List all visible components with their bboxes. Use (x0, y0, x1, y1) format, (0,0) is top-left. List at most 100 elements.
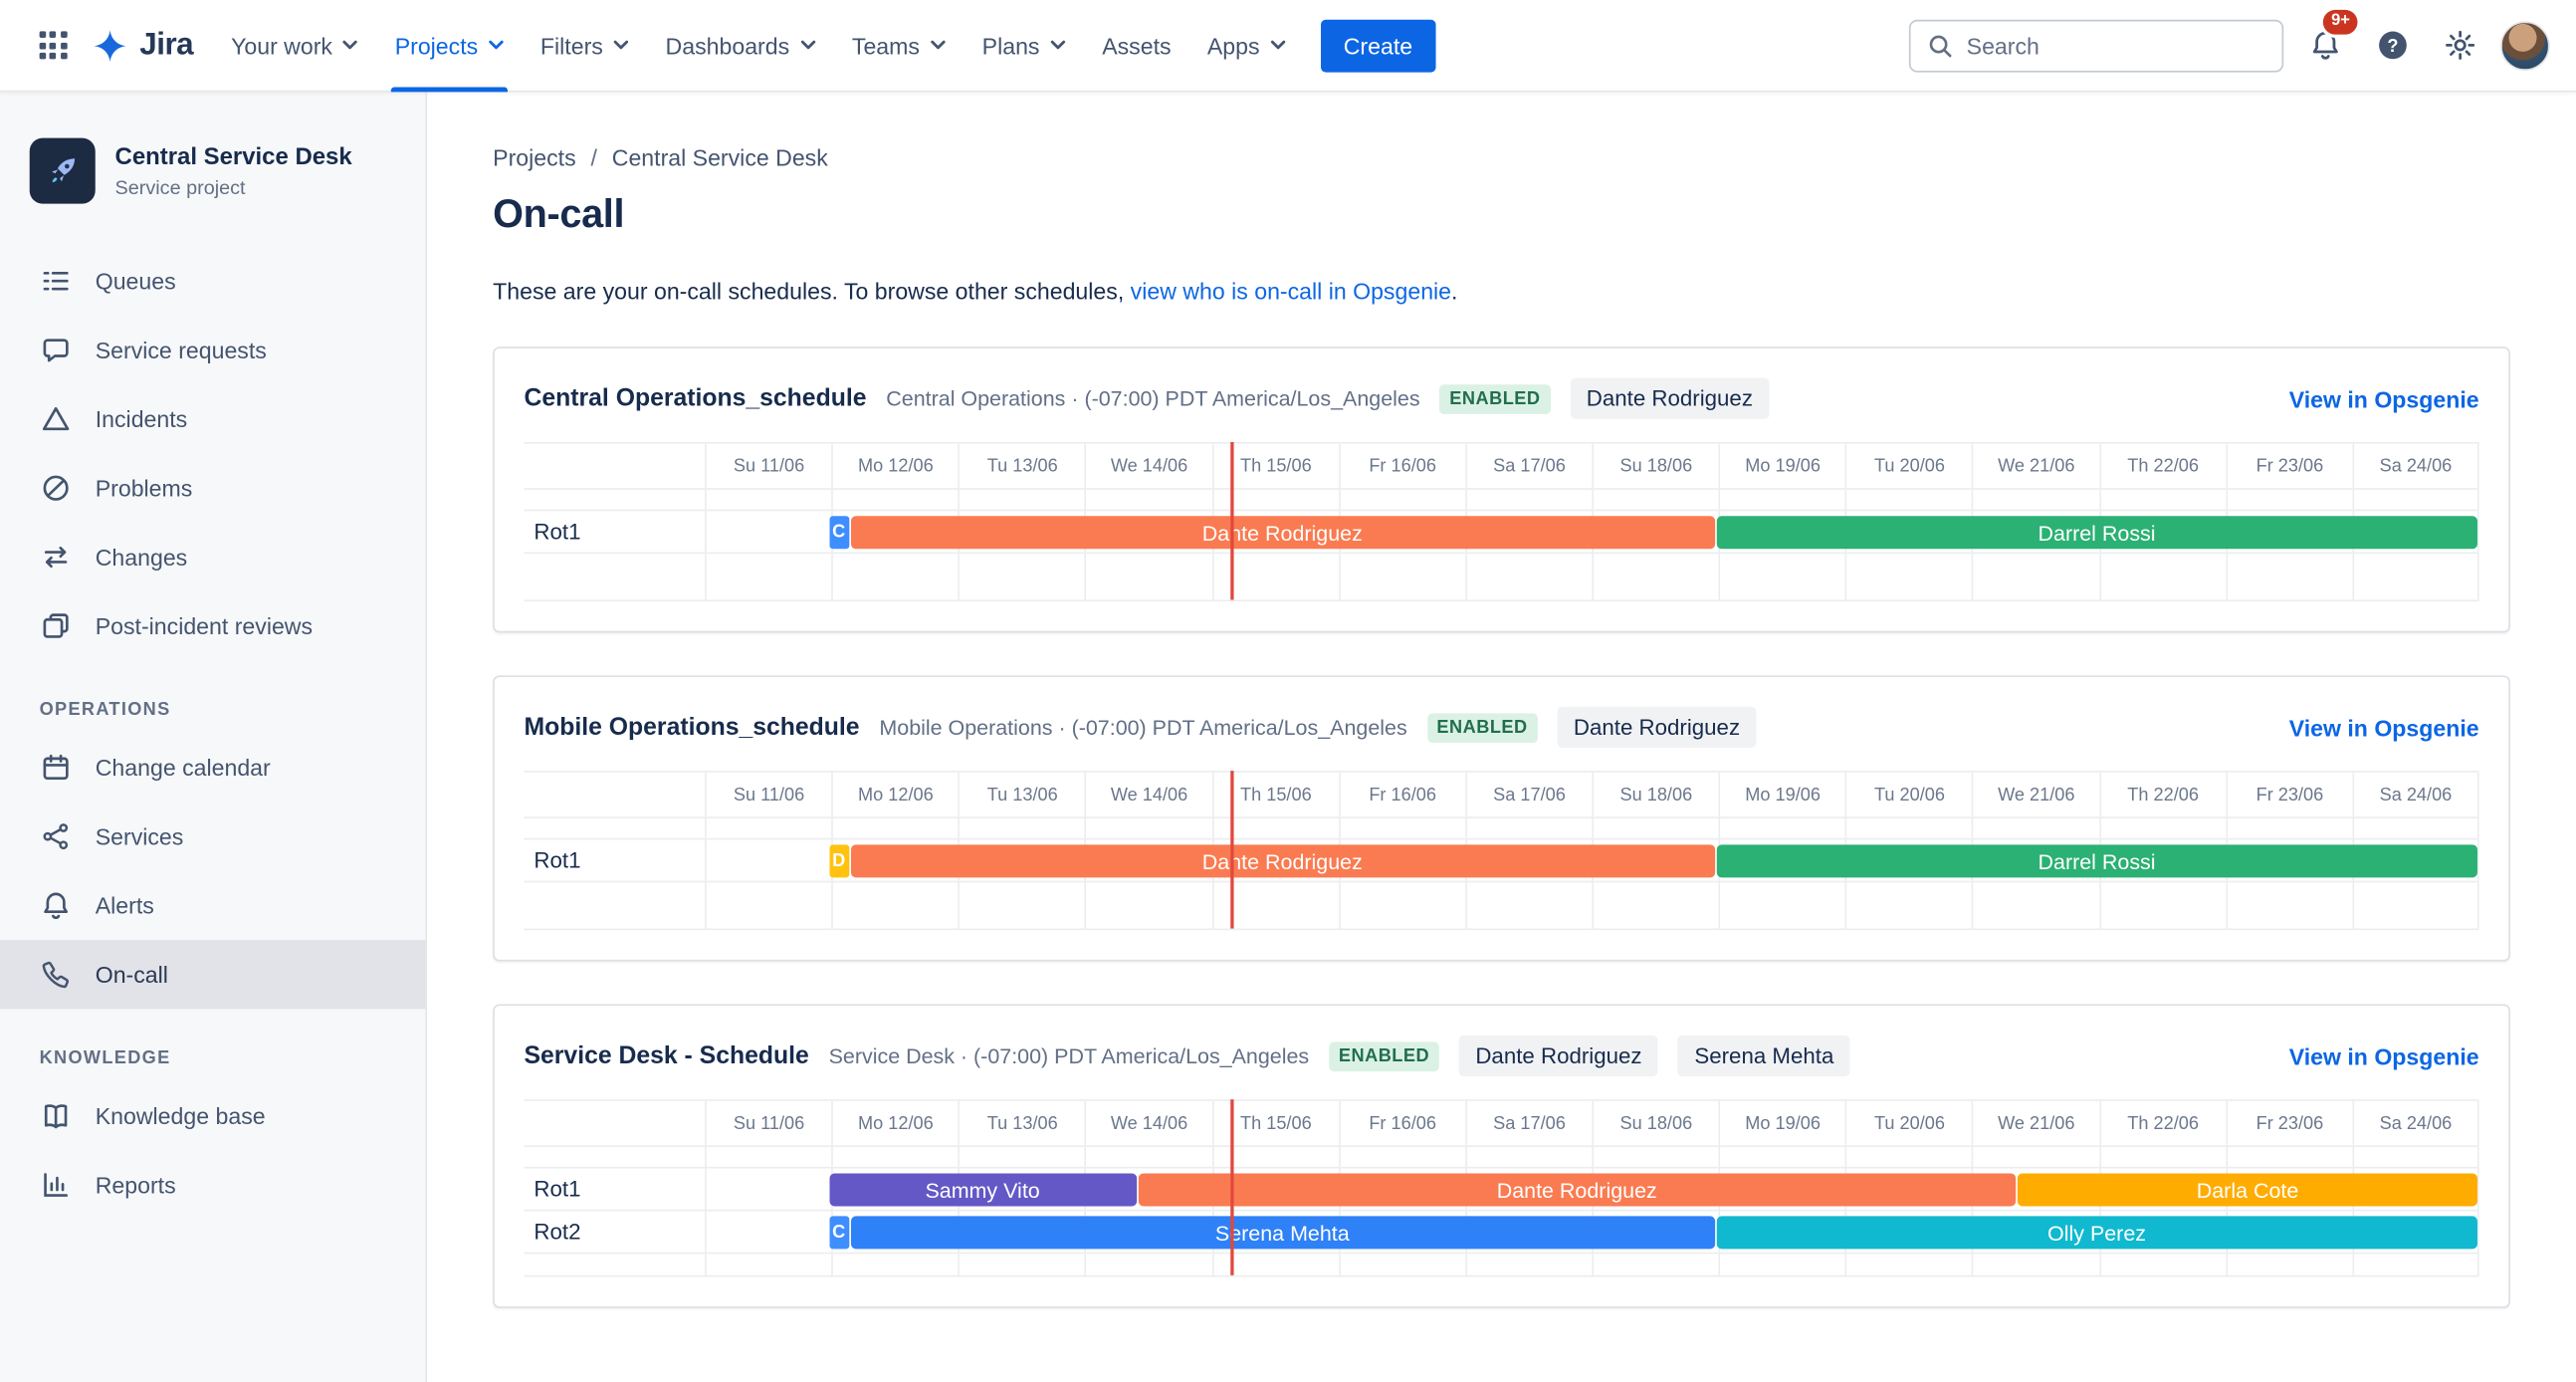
shift-bar-serena-mehta[interactable]: Serena Mehta (850, 1216, 1715, 1250)
timeline-grid-cell (705, 1147, 831, 1167)
timeline-grid-cell (1085, 1254, 1211, 1275)
schedule-subtitle: Mobile Operations · (-07:00) PDT America… (879, 714, 1407, 740)
timeline-grid-cell (2098, 1147, 2226, 1167)
sidebar-item-services[interactable]: Services (0, 802, 425, 870)
shift-bar-c[interactable]: C (828, 1216, 849, 1250)
nav-item-your-work[interactable]: Your work (213, 0, 377, 92)
timeline-date-cell: Sa 24/06 (2352, 443, 2479, 489)
jira-logo-icon (92, 27, 127, 63)
timeline-label-spacer (525, 882, 706, 928)
search-input[interactable] (1966, 32, 2266, 59)
view-in-opsgenie-link[interactable]: View in Opsgenie (2288, 385, 2479, 412)
timeline-grid-cell (1464, 817, 1592, 838)
timeline-grid-cell (2225, 554, 2352, 600)
shift-bar-c[interactable]: C (828, 516, 849, 550)
grid-icon (38, 31, 67, 60)
help-button[interactable]: ? (2366, 19, 2419, 72)
shift-bar-dante-rodriguez[interactable]: Dante Rodriguez (850, 516, 1715, 550)
timeline-grid-cell (1338, 1254, 1465, 1275)
search-box[interactable] (1908, 18, 2284, 72)
nav-item-teams[interactable]: Teams (834, 0, 965, 92)
timeline-grid-cell (2225, 489, 2352, 510)
user-avatar[interactable] (2500, 20, 2550, 71)
timeline-grid-cell (1718, 1254, 1845, 1275)
schedules: Central Operations_schedule Central Opera… (493, 346, 2510, 1308)
timeline-date-cell: Fr 16/06 (1338, 443, 1465, 489)
timeline-grid-cell (1464, 1254, 1592, 1275)
sidebar-item-knowledge-base[interactable]: Knowledge base (0, 1081, 425, 1150)
primary-nav: Your work Projects Filters Dashboards Teams P… (213, 0, 1304, 92)
jira-logo[interactable]: Jira (79, 27, 213, 63)
nav-item-plans[interactable]: Plans (965, 0, 1085, 92)
nav-item-filters[interactable]: Filters (523, 0, 648, 92)
shift-bar-olly-perez[interactable]: Olly Perez (1716, 1216, 2477, 1250)
sidebar-item-label: Change calendar (95, 754, 271, 781)
nav-item-label: Dashboards (665, 32, 790, 59)
shift-bar-dante-rodriguez[interactable]: Dante Rodriguez (850, 844, 1715, 878)
timeline-grid-cell (705, 554, 831, 600)
problems-icon (40, 472, 73, 505)
timeline-row (524, 552, 2479, 600)
shift-bar-d[interactable]: D (828, 844, 849, 878)
intro-text-suffix: . (1451, 277, 1458, 305)
app-switcher-icon[interactable] (26, 19, 79, 72)
timeline-date-cell: Fr 23/06 (2225, 443, 2352, 489)
on-call-member-chip-serena-mehta: Serena Mehta (1677, 1035, 1850, 1077)
breadcrumb-link-projects[interactable]: Projects (493, 144, 576, 171)
sidebar-item-changes[interactable]: Changes (0, 523, 425, 591)
timeline-date-cell: Th 15/06 (1211, 772, 1338, 817)
shift-bar-darrel-rossi[interactable]: Darrel Rossi (1716, 844, 2477, 878)
timeline-date-cell: Tu 20/06 (1844, 1100, 1972, 1146)
timeline-date-cell: Su 18/06 (1592, 772, 1718, 817)
sidebar-item-on-call[interactable]: On-call (0, 940, 426, 1010)
sidebar-item-queues[interactable]: Queues (0, 247, 425, 316)
shift-bar-darla-cote[interactable]: Darla Cote (2018, 1173, 2477, 1207)
timeline-label-spacer (525, 1101, 706, 1146)
settings-button[interactable] (2433, 19, 2485, 72)
timeline-row: Rot2 C Serena Mehta Olly Perez (524, 1209, 2479, 1253)
breadcrumb-link-central-service-desk[interactable]: Central Service Desk (611, 144, 828, 171)
sidebar-item-label: Changes (95, 544, 188, 571)
timeline-date-cell: Tu 13/06 (958, 1100, 1085, 1146)
timeline-grid-cell (2352, 1147, 2479, 1167)
timeline-grid-cell (958, 882, 1085, 929)
sidebar-item-change-calendar[interactable]: Change calendar (0, 733, 425, 802)
timeline-grid-cell (705, 489, 831, 510)
timeline-date-cell: Tu 20/06 (1844, 772, 1972, 817)
create-button[interactable]: Create (1320, 18, 1436, 72)
timeline-date-cell: Th 15/06 (1211, 1100, 1338, 1146)
timeline-row: Su 11/06 Mo 12/06 Tu 13/06 We 14/06 Th 15/06… (524, 441, 2479, 489)
schedule-title: Central Operations_schedule (524, 384, 867, 413)
timeline-row (524, 1252, 2479, 1275)
sidebar-item-reports[interactable]: Reports (0, 1150, 425, 1219)
sidebar-item-alerts[interactable]: Alerts (0, 871, 425, 940)
nav-item-dashboards[interactable]: Dashboards (647, 0, 833, 92)
search-icon (1927, 32, 1953, 58)
topnav-right-group: 9+ ? (1908, 9, 2550, 72)
view-in-opsgenie-link[interactable]: View in Opsgenie (2288, 714, 2479, 741)
opsgenie-browse-link[interactable]: view who is on-call in Opsgenie (1130, 277, 1452, 305)
shift-bar-sammy-vito[interactable]: Sammy Vito (828, 1173, 1137, 1207)
timeline-grid-cell (958, 817, 1085, 838)
sidebar-item-label: Post-incident reviews (95, 612, 314, 640)
nav-item-projects[interactable]: Projects (377, 0, 523, 92)
sidebar-item-problems[interactable]: Problems (0, 454, 425, 523)
view-in-opsgenie-link[interactable]: View in Opsgenie (2288, 1042, 2479, 1069)
project-name: Central Service Desk (114, 144, 352, 171)
nav-item-assets[interactable]: Assets (1084, 0, 1189, 92)
timeline-grid-cell (1718, 1147, 1845, 1167)
shift-bar-darrel-rossi[interactable]: Darrel Rossi (1716, 516, 2477, 550)
on-call-member-chip-dante-rodriguez: Dante Rodriguez (1557, 706, 1757, 748)
on-call-icon (40, 958, 73, 991)
sidebar-item-service-requests[interactable]: Service requests (0, 316, 425, 384)
nav-item-label: Apps (1206, 32, 1260, 59)
timeline-date-cell: Tu 20/06 (1844, 443, 1972, 489)
sidebar-item-post-incident-reviews[interactable]: Post-incident reviews (0, 591, 425, 660)
nav-item-apps[interactable]: Apps (1189, 0, 1304, 92)
notifications-button[interactable]: 9+ (2298, 9, 2359, 72)
shift-bar-dante-rodriguez[interactable]: Dante Rodriguez (1138, 1173, 2017, 1207)
timeline-grid-cell (958, 554, 1085, 600)
sidebar-item-incidents[interactable]: Incidents (0, 384, 425, 453)
sidebar-item-label: Service requests (95, 337, 267, 363)
chevron-down-icon (1269, 40, 1286, 52)
